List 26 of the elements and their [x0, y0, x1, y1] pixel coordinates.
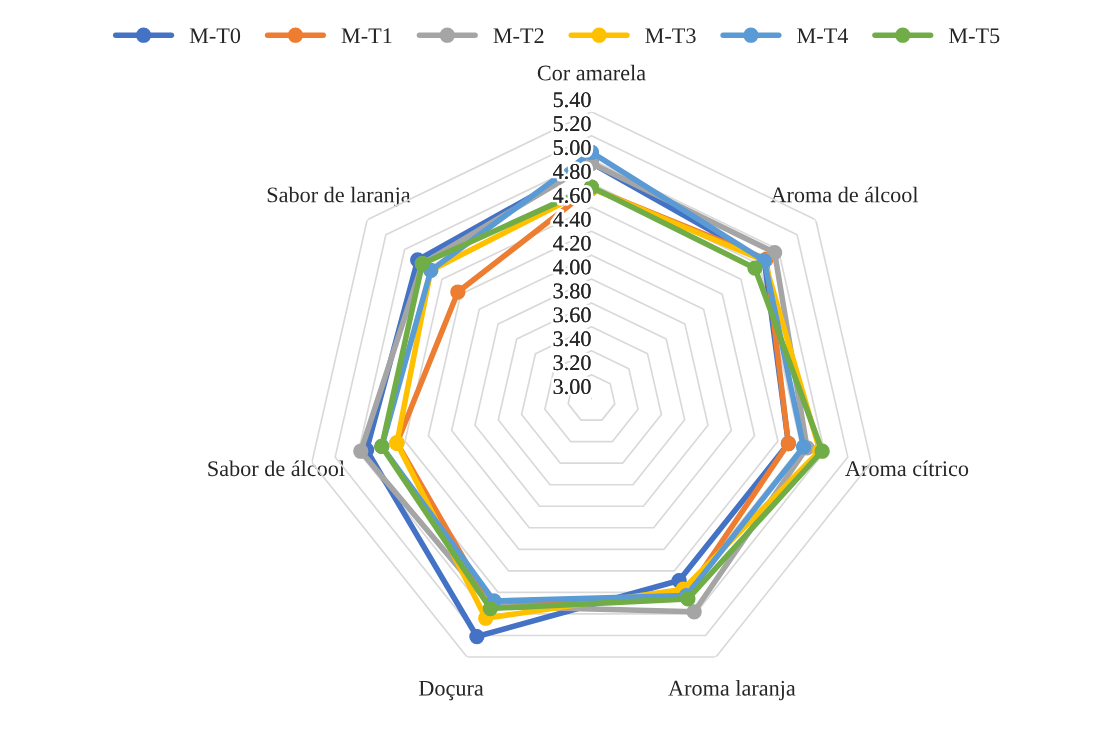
y-tick-label: 3.40 — [553, 331, 591, 347]
spoke-label: Doçura — [419, 680, 484, 701]
y-tick-label: 4.00 — [553, 259, 591, 275]
legend-label: M-T1 — [341, 28, 392, 44]
spoke-label: Sabor de laranja — [267, 186, 411, 207]
y-tick-label: 3.20 — [553, 355, 591, 371]
y-tick-label: 3.80 — [553, 283, 591, 299]
y-tick-label: 3.00 — [553, 379, 591, 395]
spoke-label: Sabor de álcool — [208, 460, 345, 477]
legend-label: M-T0 — [189, 28, 241, 44]
y-tick-label: 5.00 — [553, 140, 591, 156]
spoke-label: Aroma de álcool — [770, 186, 919, 203]
y-tick-label: 4.80 — [553, 163, 591, 180]
legend-label: M-T3 — [645, 28, 696, 44]
y-tick-label: 4.20 — [553, 235, 591, 251]
spoke-label: Cor amarela — [537, 64, 646, 81]
legend-label: M-T2 — [493, 28, 544, 44]
legend-label: M-T5 — [948, 28, 1000, 44]
y-tick-label: 5.20 — [553, 116, 591, 132]
y-tick-label: 3.60 — [553, 307, 591, 323]
y-tick-label: 4.60 — [553, 187, 591, 203]
spoke-label: Aroma cítrico — [845, 460, 969, 477]
y-tick-label: 5.40 — [553, 92, 591, 108]
spoke-label: Aroma laranja — [668, 680, 796, 701]
y-tick-label: 4.40 — [553, 211, 591, 227]
legend-label: M-T4 — [797, 28, 849, 44]
